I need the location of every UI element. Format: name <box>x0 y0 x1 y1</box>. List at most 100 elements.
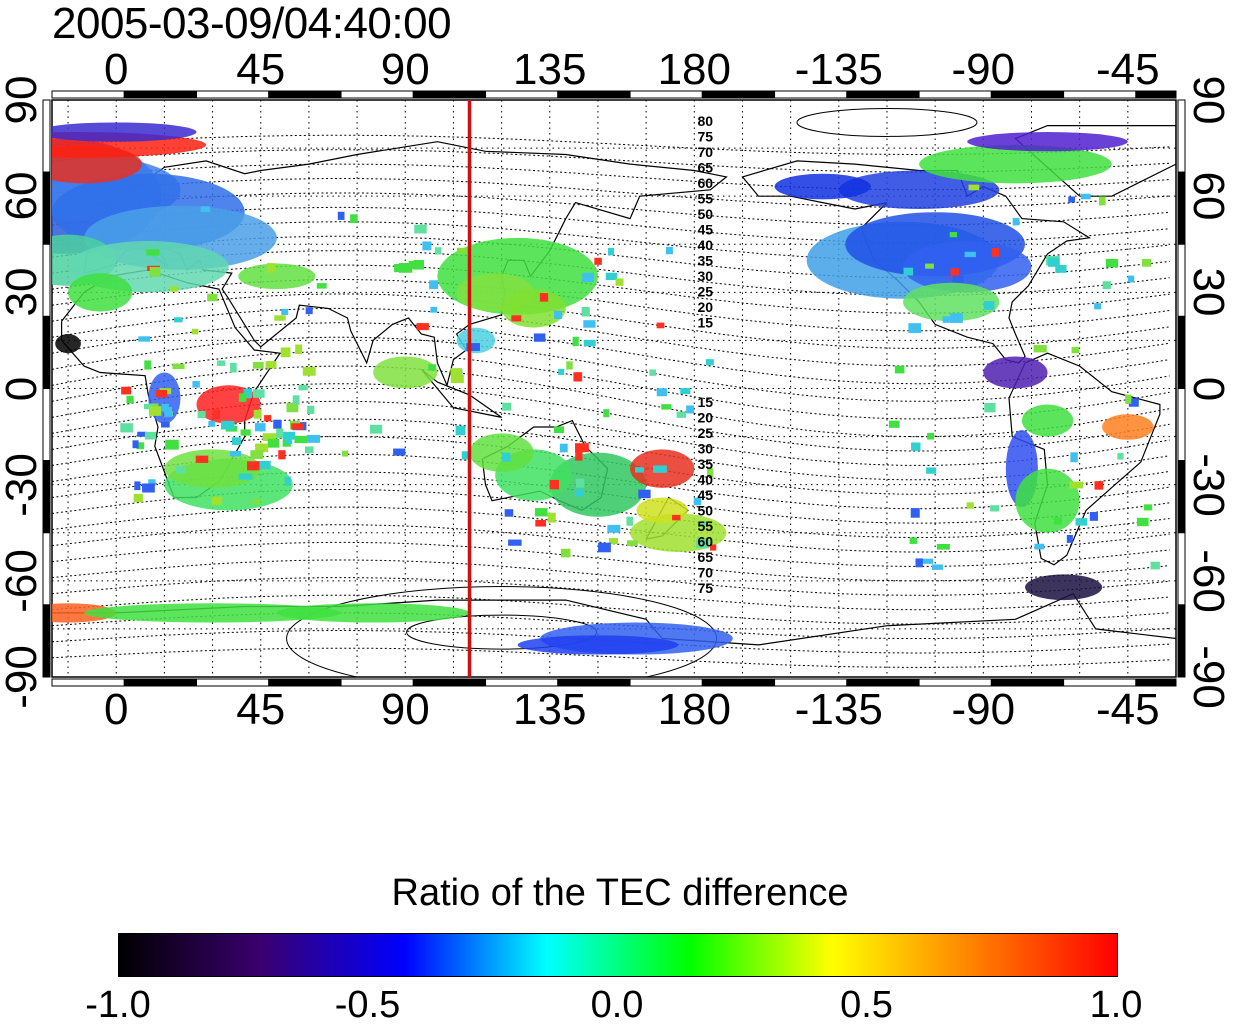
tec-cell <box>1127 275 1135 283</box>
tec-cell <box>165 439 179 450</box>
tec-cell <box>566 361 573 370</box>
contour-line <box>52 559 1170 596</box>
contour-label: 60 <box>697 534 713 550</box>
tec-cell <box>286 402 299 413</box>
tec-cell <box>1098 196 1106 206</box>
tec-cell <box>1066 535 1073 543</box>
tec-cell <box>138 336 151 342</box>
tec-cell <box>554 310 563 319</box>
tec-cell <box>276 428 284 438</box>
tec-cell <box>144 431 157 440</box>
tec-cell <box>137 431 147 437</box>
tec-cell <box>252 361 264 369</box>
axis-bar-segment <box>1177 604 1186 678</box>
x-tick-label: -90 <box>951 685 1016 734</box>
tec-cell <box>549 479 560 490</box>
y-tick-label: -90 <box>0 645 46 709</box>
tec-cell <box>164 406 173 417</box>
contour-label: 35 <box>697 253 713 269</box>
tec-cell <box>1033 345 1047 353</box>
tec-cell <box>231 437 241 445</box>
tec-patch <box>774 173 871 200</box>
tec-cell <box>903 267 914 276</box>
tec-cell <box>212 409 220 419</box>
tec-cell <box>572 336 579 347</box>
tec-cell <box>230 362 237 373</box>
tec-cell <box>964 251 976 258</box>
tec-cell <box>583 320 596 328</box>
tec-cell <box>428 364 437 371</box>
tec-cell <box>950 268 959 278</box>
tec-cell <box>936 543 950 550</box>
tec-cell <box>991 247 1000 257</box>
tec-cell <box>558 368 565 375</box>
tec-cell <box>238 393 247 402</box>
tec-cell <box>337 211 345 220</box>
tec-cell <box>968 184 980 191</box>
tec-cell <box>240 429 251 436</box>
tec-cell <box>316 283 327 289</box>
tec-cell <box>1075 518 1088 526</box>
tec-cell <box>133 493 143 503</box>
tec-cell <box>305 307 313 315</box>
tec-cell <box>575 443 589 453</box>
tec-cell <box>197 410 206 419</box>
tec-patch <box>903 241 1032 293</box>
tec-cell <box>575 451 583 461</box>
tec-cell <box>535 519 547 527</box>
tec-cell <box>121 386 132 395</box>
tec-cell <box>450 368 463 376</box>
tec-cell <box>267 438 280 448</box>
tec-cell <box>966 502 974 509</box>
contour-label: 55 <box>697 518 713 534</box>
tec-patch <box>967 132 1128 152</box>
tec-cell <box>217 360 226 366</box>
tec-cell <box>284 476 291 486</box>
x-tick-label: -45 <box>1096 685 1160 734</box>
tec-cell <box>607 524 621 533</box>
tec-cell <box>925 263 934 269</box>
contour-label: 75 <box>697 129 713 145</box>
tec-cell <box>155 389 168 398</box>
axis-bar-segment <box>123 678 198 687</box>
y-tick-label: -90 <box>1184 645 1233 709</box>
tec-cell <box>298 384 308 391</box>
x-tick-label: 45 <box>236 45 286 94</box>
tec-cell <box>1069 481 1084 489</box>
timestamp-title: 2005-03-09/04:40:00 <box>52 0 452 48</box>
tec-cell <box>598 542 611 553</box>
contour-label: 15 <box>697 315 713 331</box>
colorbar-tick-label: 0.0 <box>590 984 644 1026</box>
tec-cell <box>172 363 185 370</box>
tec-cell <box>927 432 935 440</box>
tec-cell <box>430 306 438 313</box>
x-tick-label: -90 <box>951 45 1016 94</box>
tec-patch <box>68 273 133 312</box>
coastline <box>1008 352 1161 566</box>
tec-cell <box>894 365 905 374</box>
tec-cell <box>211 496 223 505</box>
tec-patch <box>276 603 470 623</box>
tec-cell <box>252 389 265 398</box>
axis-bar-segment <box>1135 678 1177 687</box>
tec-patch <box>84 603 342 623</box>
tec-cell <box>1105 258 1119 268</box>
left-axis-bar <box>42 99 51 678</box>
tec-cell <box>120 423 133 433</box>
tec-patch <box>838 170 1000 209</box>
tec-cell <box>1055 264 1067 273</box>
contour-line <box>52 293 1170 349</box>
colorbar-tick-label: -0.5 <box>334 984 401 1026</box>
tec-cell <box>626 516 633 526</box>
x-tick-label: 135 <box>513 45 587 94</box>
tec-cell <box>1125 394 1132 404</box>
tec-cell <box>191 328 199 335</box>
x-tick-label: 180 <box>657 685 731 734</box>
tec-cell <box>175 465 186 474</box>
tec-cell <box>535 508 548 517</box>
colorbar-tick-label: 0.5 <box>840 984 893 1026</box>
tec-cell <box>656 388 667 397</box>
tec-cell <box>911 442 921 451</box>
tec-cell <box>1117 452 1124 460</box>
